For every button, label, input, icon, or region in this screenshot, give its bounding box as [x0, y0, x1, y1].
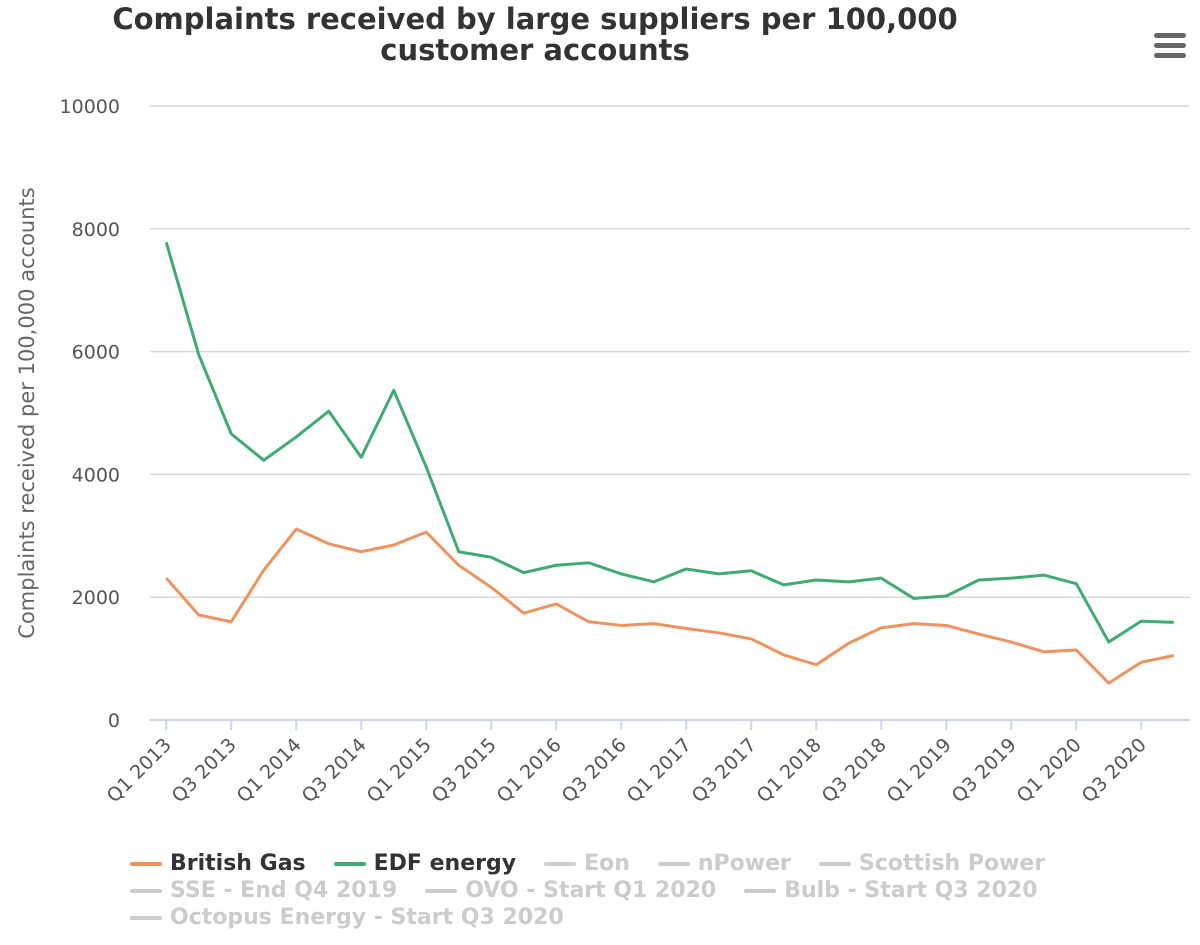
- legend-item[interactable]: Octopus Energy - Start Q3 2020: [130, 904, 564, 931]
- menu-button[interactable]: [1152, 30, 1188, 62]
- y-axis-label: Complaints received per 100,000 accounts: [15, 187, 39, 638]
- x-tick-label: Q1 2018: [753, 734, 826, 807]
- legend-item[interactable]: Eon: [544, 850, 630, 877]
- x-tick-label: Q1 2016: [493, 734, 566, 807]
- x-tick-label: Q1 2017: [623, 734, 696, 807]
- legend-swatch: [544, 861, 577, 866]
- x-tick-label: Q3 2017: [688, 734, 761, 807]
- legend-label: SSE - End Q4 2019: [170, 878, 398, 903]
- legend-swatch: [657, 861, 690, 866]
- x-tick-label: Q3 2013: [168, 734, 241, 807]
- y-tick-label: 0: [108, 710, 120, 732]
- legend-label: Octopus Energy - Start Q3 2020: [170, 905, 564, 930]
- series-line: [165, 527, 1175, 685]
- chart: Complaints received per 100,000 accounts…: [15, 96, 1190, 807]
- legend-label: Eon: [584, 851, 630, 876]
- x-tick-label: Q1 2019: [883, 734, 956, 807]
- legend-label: Bulb - Start Q3 2020: [784, 878, 1038, 903]
- legend-label: British Gas: [170, 851, 306, 876]
- series-line: [164, 241, 1174, 644]
- chart-title: Complaints received by large suppliers p…: [112, 2, 958, 67]
- x-tick-label: Q1 2014: [233, 734, 306, 807]
- legend-label: OVO - Start Q1 2020: [465, 878, 717, 903]
- legend-swatch: [130, 888, 162, 893]
- legend-item[interactable]: SSE - End Q4 2019: [130, 877, 397, 904]
- x-tick-label: Q3 2016: [558, 734, 631, 807]
- y-tick-label: 4000: [72, 464, 120, 486]
- x-tick-label: Q3 2020: [1078, 734, 1151, 807]
- legend-swatch: [818, 861, 851, 866]
- legend-swatch: [130, 861, 162, 866]
- x-tick-label: Q1 2020: [1013, 734, 1086, 807]
- x-tick-label: Q1 2013: [103, 734, 176, 807]
- x-tick-label: Q3 2018: [818, 734, 891, 807]
- legend-item[interactable]: EDF energy: [333, 850, 517, 877]
- legend-swatch: [333, 861, 366, 866]
- legend-swatch: [425, 888, 458, 893]
- legend-item[interactable]: British Gas: [130, 850, 306, 877]
- y-tick-label: 6000: [72, 342, 120, 364]
- y-tick-label: 10000: [60, 96, 120, 118]
- x-tick-label: Q1 2015: [363, 734, 436, 807]
- y-tick-label: 2000: [72, 587, 120, 609]
- legend-item[interactable]: Bulb - Start Q3 2020: [744, 877, 1038, 904]
- legend-label: EDF energy: [373, 851, 517, 876]
- x-tick-label: Q3 2015: [428, 734, 501, 807]
- legend: British Gas EDF energy Eon nPower Scottish P…: [130, 850, 1090, 931]
- legend-item[interactable]: Scottish Power: [818, 850, 1046, 877]
- legend-item[interactable]: OVO - Start Q1 2020: [425, 877, 716, 904]
- legend-label: Scottish Power: [858, 851, 1046, 876]
- y-tick-label: 8000: [72, 219, 120, 241]
- legend-swatch: [744, 888, 777, 893]
- legend-item[interactable]: nPower: [657, 850, 791, 877]
- x-tick-label: Q3 2019: [948, 734, 1021, 807]
- x-tick-label: Q3 2014: [298, 734, 371, 807]
- legend-label: nPower: [697, 851, 791, 876]
- legend-swatch: [130, 915, 162, 920]
